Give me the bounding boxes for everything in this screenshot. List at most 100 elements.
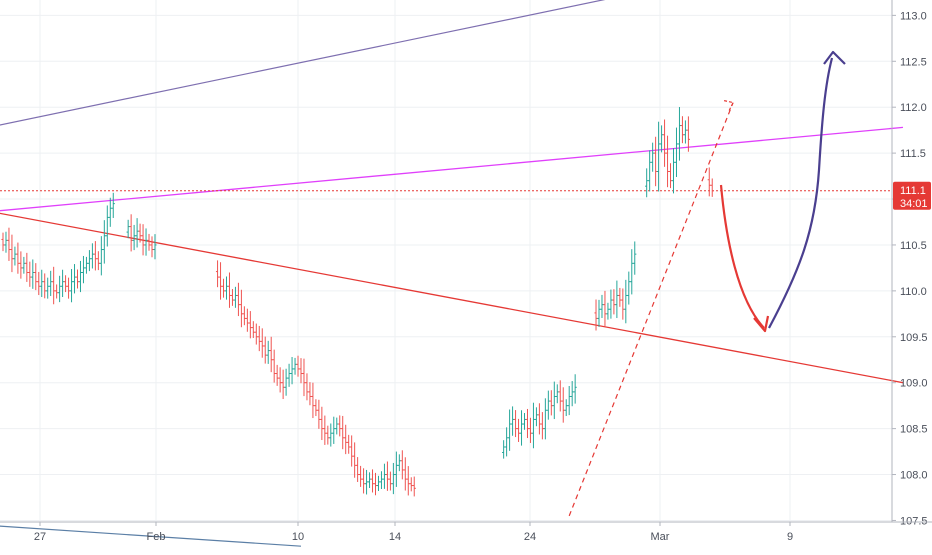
ohlc-bar <box>34 263 38 291</box>
ohlc-bar <box>347 434 351 454</box>
ohlc-bar <box>510 406 515 436</box>
ohlc-bar <box>618 287 622 307</box>
ohlc-bar <box>239 289 243 328</box>
ohlc-bar <box>359 465 363 487</box>
ohlc-bar <box>403 457 407 491</box>
ohlc-bar <box>126 219 130 239</box>
y-tick-label: 109.0 <box>900 378 928 390</box>
ohlc-bar <box>245 308 249 332</box>
ohlc-bar <box>555 384 559 404</box>
ohlc-bar <box>28 261 32 287</box>
forecast-down-arrow <box>719 184 765 329</box>
x-tick-label: 14 <box>389 531 401 543</box>
ohlc-bar <box>31 259 35 289</box>
annotation-layer <box>719 50 846 333</box>
ohlc-bar <box>594 299 598 331</box>
ohlc-bar <box>674 127 679 178</box>
ohlc-bar <box>72 264 77 294</box>
ohlc-bar <box>224 276 229 300</box>
ohlc-bar <box>22 256 26 274</box>
ohlc-bar <box>558 380 562 412</box>
trendline-dashed-uptrend <box>568 102 734 517</box>
ohlc-bar <box>400 450 404 480</box>
ohlc-bar <box>263 336 267 364</box>
ohlc-bar <box>525 408 530 439</box>
ohlc-bar <box>341 415 345 450</box>
ohlc-bar <box>81 255 86 284</box>
y-tick-label: 107.5 <box>900 515 928 527</box>
ohlc-bar <box>522 413 527 430</box>
ohlc-bar <box>55 284 59 299</box>
ohlc-bar <box>338 415 342 437</box>
ohlc-bar <box>150 236 154 258</box>
ohlc-bar <box>87 250 92 272</box>
ohlc-bar <box>627 271 631 305</box>
ohlc-bar <box>242 306 246 326</box>
ohlc-bar <box>612 289 616 315</box>
ohlc-bar <box>657 121 661 192</box>
x-tick-label: 27 <box>34 531 46 543</box>
ohlc-bar <box>561 387 565 423</box>
ohlc-bar <box>567 386 571 416</box>
ohlc-bar <box>412 476 416 497</box>
ohlc-bar <box>269 336 273 373</box>
ohlc-bar <box>63 275 68 293</box>
ohlc-bar <box>373 472 378 496</box>
ohlc-bar <box>16 242 20 274</box>
trendline-magenta-resistance <box>0 126 904 212</box>
ohlc-bar <box>665 135 670 188</box>
ohlc-bar <box>680 116 685 144</box>
y-tick-label: 110.5 <box>900 240 927 252</box>
ohlc-bar <box>84 256 89 274</box>
ohlc-bar <box>290 356 294 385</box>
ohlc-bar <box>236 282 241 317</box>
ohlc-bar <box>138 223 142 243</box>
ohlc-bar <box>361 468 366 494</box>
ohlc-bar <box>129 214 133 252</box>
ohlc-bar <box>135 218 139 248</box>
ohlc-bar <box>278 367 282 393</box>
ohlc-bar <box>519 410 524 446</box>
ohlc-bar <box>394 451 398 487</box>
ohlc-bar <box>69 269 74 303</box>
ohlc-bar <box>516 418 521 442</box>
ohlc-bar <box>296 355 300 377</box>
ohlc-bar <box>534 407 539 427</box>
ohlc-bar <box>385 461 390 491</box>
ohlc-bar <box>111 192 115 218</box>
ohlc-bar <box>13 246 17 266</box>
ohlc-bar <box>281 369 285 400</box>
ohlc-bar <box>549 390 553 416</box>
x-tick-label: 9 <box>787 531 793 543</box>
ohlc-bar <box>40 269 44 298</box>
ohlc-bar <box>364 469 369 495</box>
x-tick-label: Mar <box>651 531 670 543</box>
ohlc-bar <box>257 325 261 352</box>
ohlc-bar <box>528 417 533 443</box>
ohlc-bar <box>597 299 601 327</box>
y-tick-label: 109.5 <box>900 332 928 344</box>
ohlc-bar <box>329 423 333 447</box>
ohlc-bar <box>10 234 14 273</box>
ohlc-bar <box>710 178 714 197</box>
ohlc-bar <box>275 364 279 386</box>
ohlc-bar <box>19 251 23 279</box>
ohlc-bar <box>227 272 232 308</box>
ohlc-bar <box>317 399 321 429</box>
ohlc-bar <box>266 340 270 364</box>
ohlc-bar <box>353 442 357 478</box>
ohlc-bar <box>367 472 372 488</box>
ohlc-bar <box>651 142 655 172</box>
ohlc-bar <box>707 167 711 197</box>
price-badge-bg <box>893 181 931 210</box>
trendline-channel-top <box>0 0 606 126</box>
ohlc-bar <box>630 249 634 295</box>
ohlc-bar <box>508 409 512 451</box>
forecast-up-arrowhead <box>823 50 846 65</box>
countdown-label: 34:01 <box>900 198 928 210</box>
ohlc-bar <box>102 220 106 264</box>
ohlc-bar <box>645 168 649 198</box>
ohlc-bar <box>662 119 667 167</box>
trendline-descending-support <box>0 212 904 384</box>
